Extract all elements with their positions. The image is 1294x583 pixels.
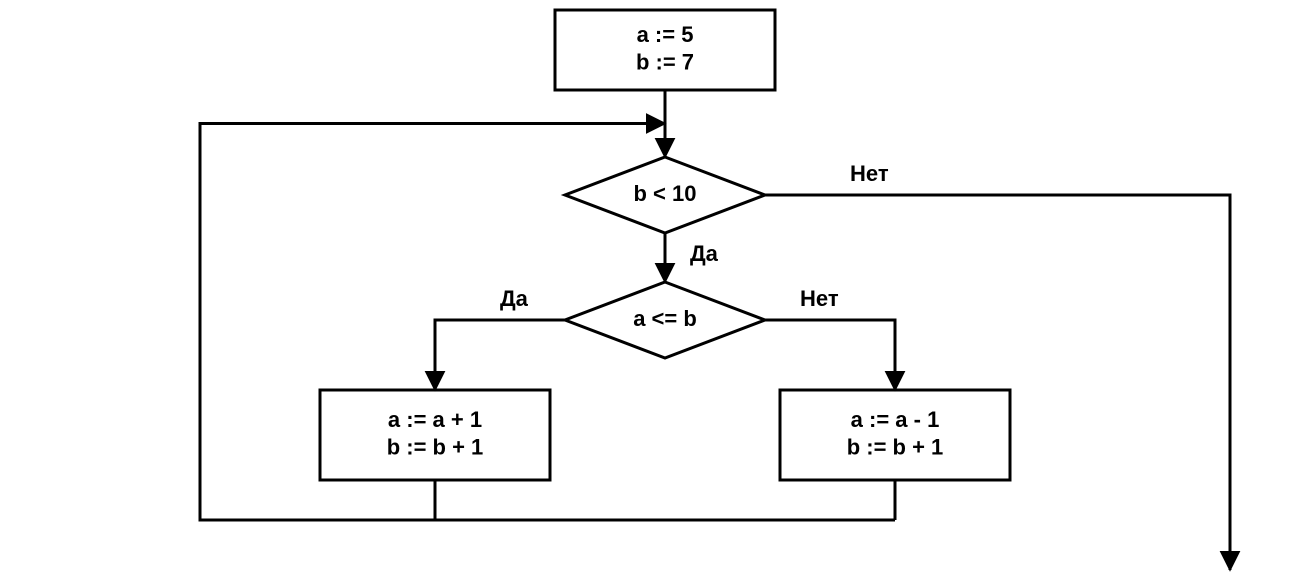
node-cond2-text: a <= b xyxy=(633,306,697,331)
label-cond2_no: Нет xyxy=(800,286,839,311)
label-cond1_yes: Да xyxy=(690,241,719,266)
node-init-line-0: a := 5 xyxy=(637,22,694,47)
label-cond1_no: Нет xyxy=(850,161,889,186)
node-init-line-1: b := 7 xyxy=(636,50,694,75)
edge-loop-back xyxy=(200,124,895,521)
node-cond1-text: b < 10 xyxy=(634,181,697,206)
node-right-line-1: b := b + 1 xyxy=(847,435,944,460)
node-left-line-1: b := b + 1 xyxy=(387,435,484,460)
flowchart-canvas: a := 5 b := 7 b < 10 a <= b a := a + 1 b := b… xyxy=(0,0,1294,583)
node-left-line-0: a := a + 1 xyxy=(388,407,482,432)
edge-cond2-yes xyxy=(435,320,565,390)
edge-cond1-no xyxy=(765,195,1230,570)
edge-cond2-no xyxy=(765,320,895,390)
node-right-line-0: a := a - 1 xyxy=(851,407,940,432)
label-cond2_yes: Да xyxy=(500,286,529,311)
